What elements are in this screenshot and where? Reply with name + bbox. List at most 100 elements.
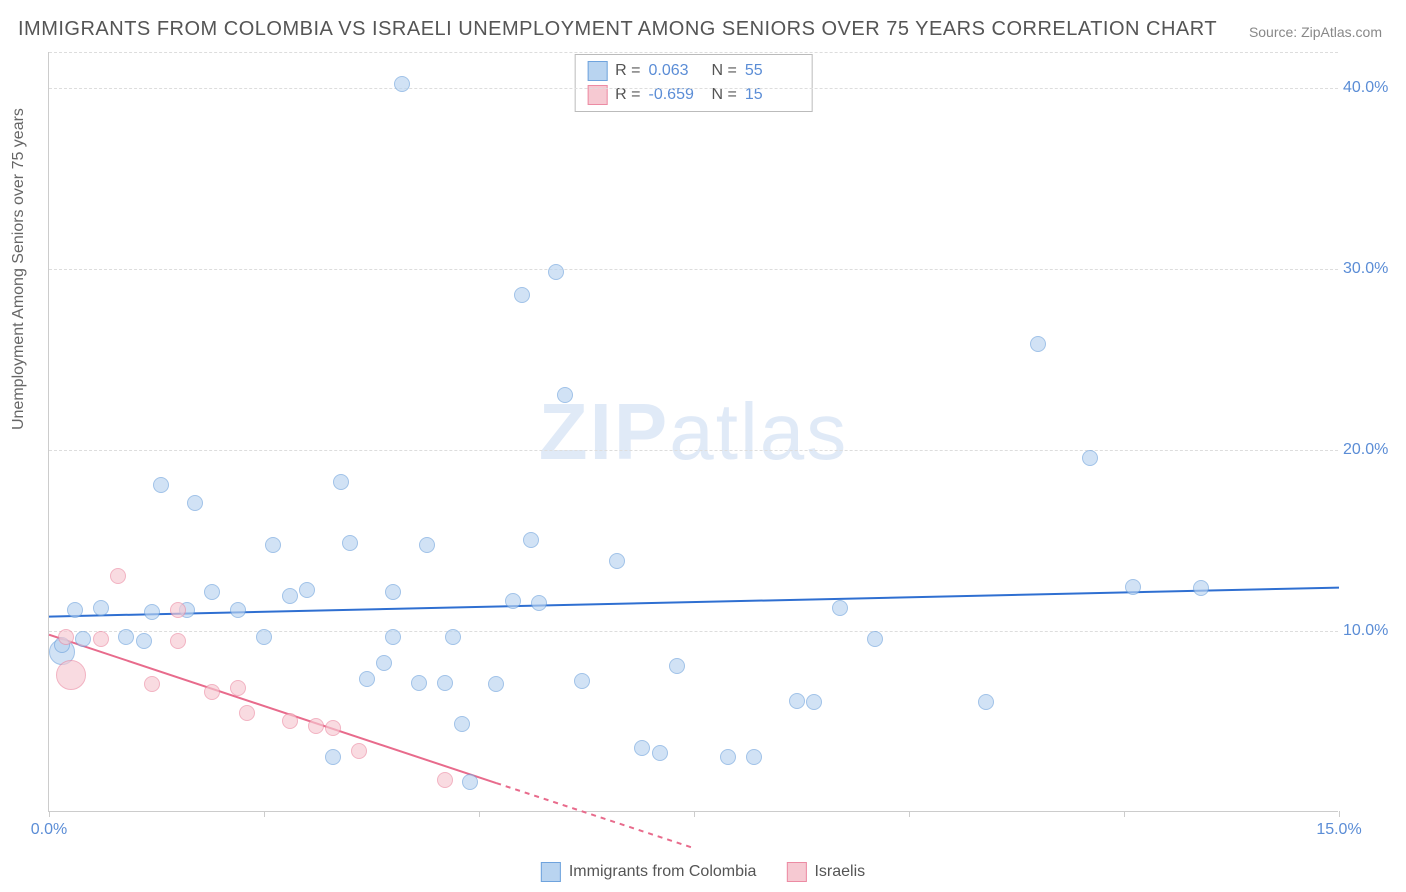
- data-point: [669, 658, 685, 674]
- data-point: [1082, 450, 1098, 466]
- x-tick: [479, 811, 480, 817]
- legend-swatch: [587, 61, 607, 81]
- data-point: [118, 629, 134, 645]
- data-point: [204, 584, 220, 600]
- data-point: [376, 655, 392, 671]
- data-point: [462, 774, 478, 790]
- data-point: [204, 684, 220, 700]
- x-tick: [909, 811, 910, 817]
- data-point: [110, 568, 126, 584]
- gridline: [49, 52, 1338, 53]
- data-point: [136, 633, 152, 649]
- data-point: [282, 588, 298, 604]
- data-point: [144, 604, 160, 620]
- trend-lines: [49, 52, 1338, 811]
- legend-label: Immigrants from Colombia: [569, 863, 757, 881]
- data-point: [548, 264, 564, 280]
- data-point: [144, 676, 160, 692]
- data-point: [265, 537, 281, 553]
- data-point: [832, 600, 848, 616]
- data-point: [867, 631, 883, 647]
- chart-title: IMMIGRANTS FROM COLOMBIA VS ISRAELI UNEM…: [18, 18, 1217, 41]
- gridline: [49, 450, 1338, 451]
- data-point: [67, 602, 83, 618]
- x-tick: [694, 811, 695, 817]
- watermark: ZIPatlas: [539, 386, 848, 478]
- data-point: [445, 629, 461, 645]
- gridline: [49, 88, 1338, 89]
- legend-swatch: [541, 862, 561, 882]
- data-point: [1125, 579, 1141, 595]
- x-tick: [1124, 811, 1125, 817]
- stats-row: R =-0.659N =15: [587, 83, 800, 107]
- y-tick-label: 40.0%: [1343, 79, 1398, 97]
- data-point: [385, 584, 401, 600]
- watermark-atlas: atlas: [669, 387, 848, 476]
- legend-swatch: [786, 862, 806, 882]
- n-value: 55: [745, 62, 800, 80]
- data-point: [58, 629, 74, 645]
- data-point: [1193, 580, 1209, 596]
- bottom-legend: Immigrants from Colombia Israelis: [541, 862, 865, 882]
- data-point: [454, 716, 470, 732]
- data-point: [789, 693, 805, 709]
- legend-item: Israelis: [786, 862, 865, 882]
- data-point: [56, 660, 86, 690]
- data-point: [720, 749, 736, 765]
- data-point: [574, 673, 590, 689]
- data-point: [342, 535, 358, 551]
- y-axis-label: Unemployment Among Seniors over 75 years: [10, 108, 28, 430]
- data-point: [230, 680, 246, 696]
- x-tick: [1339, 811, 1340, 817]
- gridline: [49, 631, 1338, 632]
- stats-row: R =0.063N =55: [587, 59, 800, 83]
- data-point: [634, 740, 650, 756]
- data-point: [806, 694, 822, 710]
- data-point: [230, 602, 246, 618]
- data-point: [299, 582, 315, 598]
- data-point: [746, 749, 762, 765]
- data-point: [523, 532, 539, 548]
- data-point: [325, 720, 341, 736]
- data-point: [557, 387, 573, 403]
- plot-area: ZIPatlas R =0.063N =55R =-0.659N =15 10.…: [48, 52, 1338, 812]
- y-tick-label: 30.0%: [1343, 260, 1398, 278]
- x-tick-label: 0.0%: [31, 821, 67, 839]
- data-point: [514, 287, 530, 303]
- data-point: [419, 537, 435, 553]
- data-point: [1030, 336, 1046, 352]
- data-point: [505, 593, 521, 609]
- legend-label: Israelis: [814, 863, 865, 881]
- x-tick: [264, 811, 265, 817]
- data-point: [488, 676, 504, 692]
- y-tick-label: 20.0%: [1343, 441, 1398, 459]
- data-point: [609, 553, 625, 569]
- data-point: [437, 675, 453, 691]
- data-point: [351, 743, 367, 759]
- source-label: Source: ZipAtlas.com: [1249, 24, 1382, 40]
- data-point: [411, 675, 427, 691]
- r-label: R =: [615, 62, 640, 80]
- data-point: [75, 631, 91, 647]
- data-point: [531, 595, 547, 611]
- x-tick: [49, 811, 50, 817]
- data-point: [385, 629, 401, 645]
- data-point: [359, 671, 375, 687]
- data-point: [437, 772, 453, 788]
- data-point: [282, 713, 298, 729]
- data-point: [153, 477, 169, 493]
- data-point: [187, 495, 203, 511]
- r-value: 0.063: [649, 62, 704, 80]
- data-point: [308, 718, 324, 734]
- data-point: [93, 600, 109, 616]
- data-point: [170, 602, 186, 618]
- gridline: [49, 269, 1338, 270]
- data-point: [394, 76, 410, 92]
- y-tick-label: 10.0%: [1343, 622, 1398, 640]
- data-point: [93, 631, 109, 647]
- stats-box: R =0.063N =55R =-0.659N =15: [574, 54, 813, 112]
- data-point: [239, 705, 255, 721]
- data-point: [978, 694, 994, 710]
- data-point: [333, 474, 349, 490]
- data-point: [652, 745, 668, 761]
